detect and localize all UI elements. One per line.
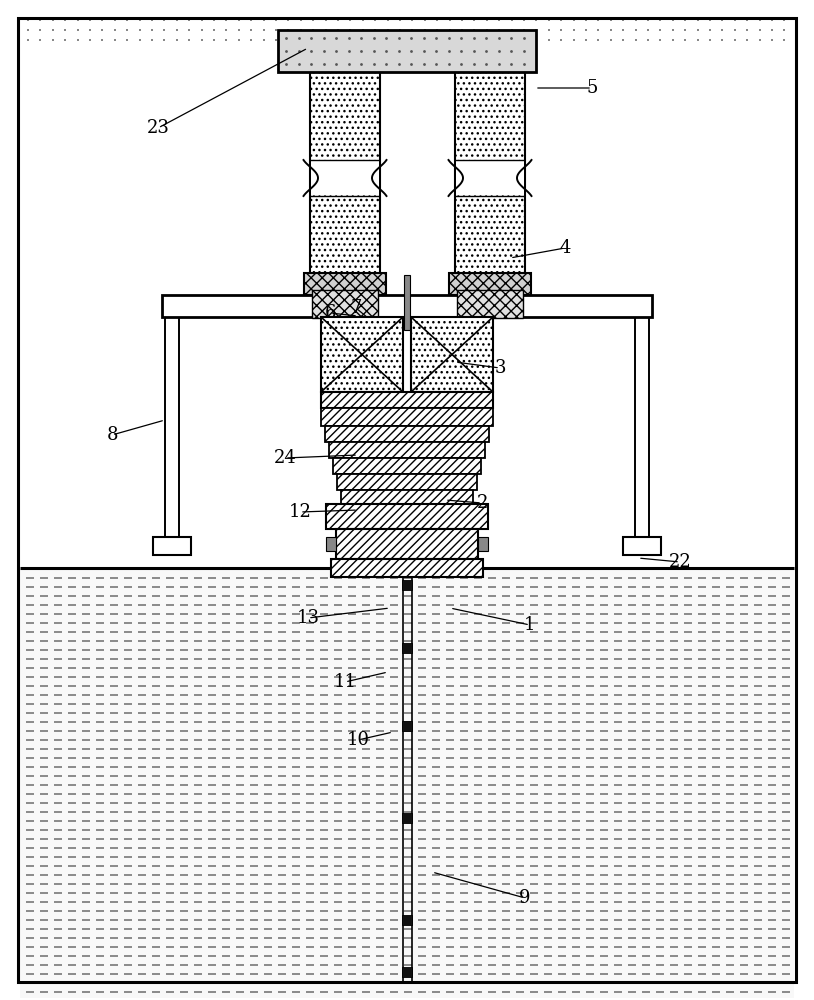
Bar (326, 504, 488, 529)
Bar (325, 426, 489, 442)
Bar (402, 967, 412, 977)
Bar (402, 580, 412, 590)
Bar (478, 537, 488, 551)
Text: 12: 12 (288, 503, 312, 521)
Bar (337, 474, 477, 490)
Text: 11: 11 (334, 673, 357, 691)
Bar (402, 721, 412, 731)
Bar (336, 529, 478, 559)
Bar (304, 273, 386, 295)
Bar (402, 813, 412, 823)
Bar (455, 72, 525, 295)
Bar (326, 537, 336, 551)
Bar (329, 442, 485, 458)
Text: 8: 8 (107, 426, 118, 444)
Bar (310, 72, 380, 295)
Bar (402, 915, 412, 925)
Bar (162, 295, 652, 317)
Text: 2: 2 (476, 494, 488, 512)
Text: 7: 7 (350, 299, 361, 317)
Bar (333, 458, 481, 474)
Text: 4: 4 (559, 239, 571, 257)
Text: 24: 24 (274, 449, 296, 467)
Bar (321, 317, 403, 392)
Text: 5: 5 (586, 79, 597, 97)
Bar (404, 275, 410, 330)
Text: 6: 6 (324, 304, 335, 322)
Bar (321, 408, 493, 426)
Bar (312, 290, 378, 318)
Bar (457, 290, 523, 318)
Bar (20, 568, 794, 998)
Text: 1: 1 (524, 616, 536, 634)
Bar (331, 559, 483, 577)
Text: 22: 22 (668, 553, 691, 571)
Bar (311, 161, 379, 195)
Bar (623, 537, 661, 555)
Bar (153, 537, 191, 555)
Bar (162, 295, 174, 322)
Bar (640, 295, 652, 322)
Text: 13: 13 (296, 609, 320, 627)
Text: 23: 23 (147, 119, 169, 137)
Bar (402, 643, 412, 653)
Text: 9: 9 (519, 889, 531, 907)
Bar (20, 15, 794, 40)
Bar (411, 317, 493, 392)
Bar (456, 161, 524, 195)
Text: 10: 10 (347, 731, 370, 749)
Text: 3: 3 (494, 359, 505, 377)
Bar (278, 30, 536, 72)
Bar (321, 392, 493, 408)
Bar (449, 273, 531, 295)
Bar (341, 490, 473, 504)
